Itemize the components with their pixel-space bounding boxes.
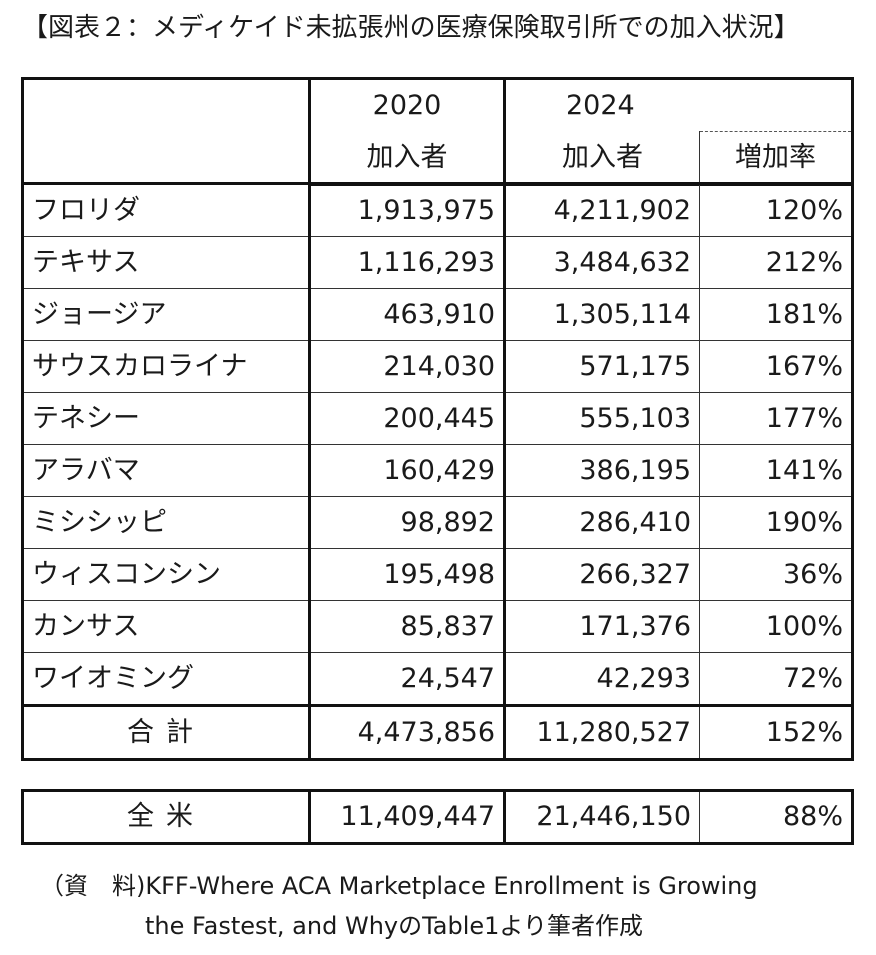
total-row: 合計 4,473,856 11,280,527 152% (21, 704, 854, 761)
row-state-name: サウスカロライナ (21, 340, 311, 393)
source-line-1: （資 料)KFF-Where ACA Marketplace Enrollmen… (40, 872, 758, 900)
total-2024: 11,280,527 (504, 704, 700, 761)
nation-2024: 21,446,150 (504, 789, 700, 845)
row-increase-rate: 120% (699, 182, 854, 237)
row-increase-rate: 181% (699, 288, 854, 341)
row-enroll-2024: 1,305,114 (504, 288, 700, 341)
row-enroll-2020: 463,910 (309, 288, 506, 341)
row-enroll-2020: 1,116,293 (309, 236, 506, 289)
row-enroll-2024: 266,327 (504, 548, 700, 601)
header-year-2024: 2024 (504, 77, 700, 132)
row-increase-rate: 141% (699, 444, 854, 497)
header-row-labels: 加入者 加入者 増加率 (23, 131, 854, 186)
header-row-years: 2020 2024 (21, 77, 854, 185)
header-enroll-2024: 加入者 (504, 131, 700, 186)
row-increase-rate: 167% (699, 340, 854, 393)
row-increase-rate: 72% (699, 652, 854, 706)
row-increase-rate: 177% (699, 392, 854, 445)
row-enroll-2020: 24,547 (309, 652, 506, 706)
source-line-2: the Fastest, and WhyのTable1より筆者作成 (145, 912, 643, 940)
row-increase-rate: 212% (699, 236, 854, 289)
row-state-name: ジョージア (21, 288, 311, 341)
table-row: アラバマ 160,429 386,195 141% (21, 444, 854, 497)
table-row: ミシシッピ 98,892 286,410 190% (21, 496, 854, 549)
nation-2020: 11,409,447 (309, 789, 506, 845)
row-state-name: カンサス (21, 600, 311, 653)
row-increase-rate: 100% (699, 600, 854, 653)
table-row: ジョージア 463,910 1,305,114 181% (21, 288, 854, 341)
row-state-name: アラバマ (21, 444, 311, 497)
state-rows-table: フロリダ 1,913,975 4,211,902 120% テキサス 1,116,293 3… (21, 182, 854, 761)
row-enroll-2024: 555,103 (504, 392, 700, 445)
row-enroll-2020: 85,837 (309, 600, 506, 653)
nation-rate: 88% (699, 789, 854, 845)
row-state-name: ミシシッピ (21, 496, 311, 549)
row-enroll-2024: 386,195 (504, 444, 700, 497)
row-increase-rate: 36% (699, 548, 854, 601)
table-row: サウスカロライナ 214,030 571,175 167% (21, 340, 854, 393)
figure-title: 【図表２：メディケイド未拡張州の医療保険取引所での加入状況】 (22, 13, 800, 43)
row-increase-rate: 190% (699, 496, 854, 549)
enrollment-table: 2020 2024 加入者 加入者 増加率 (21, 77, 854, 186)
table-row: テキサス 1,116,293 3,484,632 212% (21, 236, 854, 289)
row-state-name: テネシー (21, 392, 311, 445)
table-row: ワイオミング 24,547 42,293 72% (21, 652, 854, 706)
table-row: カンサス 85,837 171,376 100% (21, 600, 854, 653)
row-enroll-2024: 171,376 (504, 600, 700, 653)
row-enroll-2024: 3,484,632 (504, 236, 700, 289)
row-enroll-2024: 42,293 (504, 652, 700, 706)
nation-table: 全米 11,409,447 21,446,150 88% (21, 789, 854, 845)
row-state-name: テキサス (21, 236, 311, 289)
row-enroll-2020: 98,892 (309, 496, 506, 549)
total-label: 合計 (21, 704, 311, 761)
row-state-name: フロリダ (21, 182, 311, 237)
source-note: （資 料)KFF-Where ACA Marketplace Enrollmen… (40, 866, 840, 946)
total-rate: 152% (699, 704, 854, 761)
header-year-2020: 2020 (309, 77, 506, 132)
row-enroll-2020: 160,429 (309, 444, 506, 497)
row-enroll-2024: 571,175 (504, 340, 700, 393)
table-row: フロリダ 1,913,975 4,211,902 120% (21, 182, 854, 237)
row-state-name: ワイオミング (21, 652, 311, 706)
row-state-name: ウィスコンシン (21, 548, 311, 601)
header-increase-rate: 増加率 (699, 131, 854, 186)
row-enroll-2020: 200,445 (309, 392, 506, 445)
row-enroll-2020: 1,913,975 (309, 182, 506, 237)
table-row: ウィスコンシン 195,498 266,327 36% (21, 548, 854, 601)
nation-label: 全米 (21, 789, 311, 845)
row-enroll-2024: 4,211,902 (504, 182, 700, 237)
row-enroll-2020: 214,030 (309, 340, 506, 393)
total-2020: 4,473,856 (309, 704, 506, 761)
nation-row: 全米 11,409,447 21,446,150 88% (21, 789, 854, 845)
table-row: テネシー 200,445 555,103 177% (21, 392, 854, 445)
row-enroll-2024: 286,410 (504, 496, 700, 549)
row-enroll-2020: 195,498 (309, 548, 506, 601)
header-year-blank (699, 77, 854, 132)
header-enroll-2020: 加入者 (309, 131, 506, 186)
header-corner (21, 77, 311, 185)
